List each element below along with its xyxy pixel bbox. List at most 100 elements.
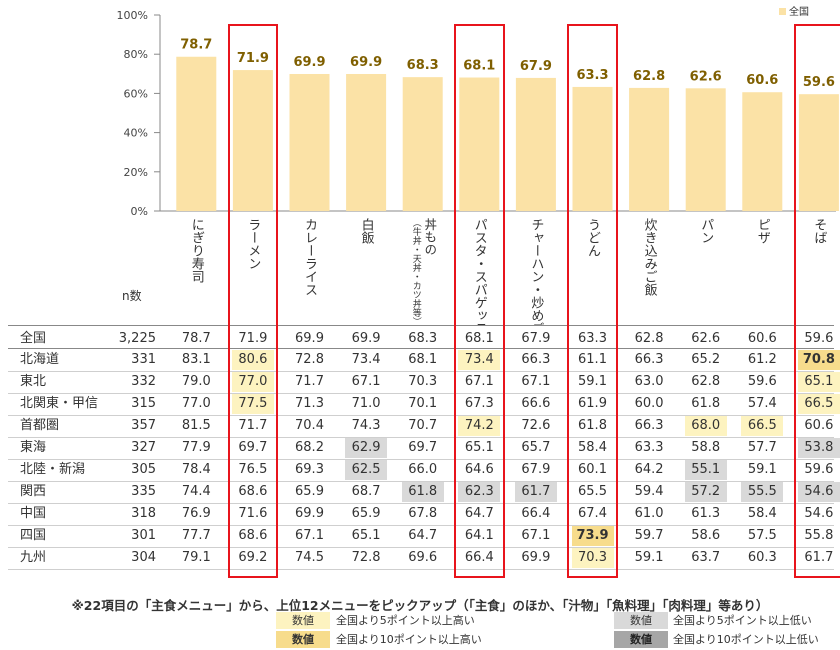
table-cell: 55.8 [804, 528, 834, 543]
table-cell: 58.8 [691, 440, 721, 455]
category-label: うどん [585, 218, 600, 257]
table-cell: 77.5 [231, 394, 274, 414]
row-n: 327 [131, 440, 156, 455]
legend-text-lo5: 全国より5ポイント以上低い [673, 614, 812, 627]
data-label: 62.8 [633, 69, 665, 84]
table-cell: 74.4 [181, 484, 211, 499]
table-cell: 60.6 [804, 418, 834, 433]
category-label: ラーメン [245, 218, 260, 270]
bar [459, 77, 500, 211]
row-divider [8, 547, 834, 548]
table-cell: 70.8 [797, 350, 840, 370]
row-label: 四国 [20, 528, 47, 543]
table-cell: 69.9 [351, 331, 381, 346]
row-n: 304 [131, 550, 156, 565]
table-top-rule [8, 325, 834, 326]
row-label: 東海 [20, 440, 47, 455]
table-cell: 68.1 [464, 331, 494, 346]
table-cell: 62.8 [634, 331, 664, 346]
table-cell: 59.6 [747, 374, 777, 389]
table-cell: 71.7 [238, 418, 268, 433]
table-cell: 73.4 [351, 352, 381, 367]
table-cell: 71.3 [295, 396, 324, 411]
row-label: 東北 [20, 374, 47, 389]
table-cell: 68.3 [408, 331, 438, 346]
table-cell: 62.3 [458, 482, 501, 502]
bar [798, 94, 839, 211]
row-n: 331 [131, 352, 156, 367]
table-cell: 70.3 [408, 374, 438, 389]
table-cell: 81.5 [181, 418, 211, 433]
table-cell: 61.8 [691, 396, 721, 411]
bar [515, 77, 556, 211]
table-cell: 58.4 [747, 506, 777, 521]
table-cell: 67.1 [521, 374, 551, 389]
table-cell: 62.6 [691, 331, 721, 346]
table-cell: 66.3 [634, 418, 664, 433]
table-row: 四国 301 77.7 68.6 67.1 65.1 64.7 64.1 67.1 73.9 59.… [0, 525, 840, 547]
bar [176, 56, 217, 211]
row-label: 首都圏 [20, 418, 60, 433]
legend-text-hi10: 全国より10ポイント以上高い [336, 633, 482, 646]
table-cell: 57.7 [747, 440, 777, 455]
table-cell: 77.7 [181, 528, 211, 543]
row-divider [8, 525, 834, 526]
row-label: 九州 [20, 550, 47, 565]
table-cell: 69.9 [521, 550, 551, 565]
table-cell: 59.1 [747, 462, 777, 477]
row-label: 北陸・新潟 [20, 462, 86, 477]
table-cell: 61.8 [401, 482, 444, 502]
table-cell: 64.1 [464, 528, 494, 543]
bar [289, 73, 330, 211]
table-cell: 60.0 [634, 396, 664, 411]
legend-text-hi5: 全国より5ポイント以上高い [336, 614, 475, 627]
category-label: そば [811, 218, 826, 244]
table-cell: 69.3 [295, 462, 324, 477]
table-cell: 69.7 [238, 440, 268, 455]
legend-swatch-hi5: 数値 [276, 612, 330, 629]
category-sublabel: （牛丼・天丼・カツ丼等） [411, 218, 422, 325]
table-cell: 67.9 [521, 331, 551, 346]
table-cell: 61.8 [578, 418, 607, 433]
table-cell: 65.2 [691, 352, 721, 367]
bar [685, 88, 726, 211]
table-cell: 67.9 [521, 462, 551, 477]
table-cell: 77.9 [181, 440, 211, 455]
table-cell: 64.7 [408, 528, 438, 543]
y-tick-label: 100% [117, 9, 148, 22]
table-cell: 72.6 [521, 418, 551, 433]
table-cell: 74.2 [458, 416, 501, 436]
table-cell: 63.3 [634, 440, 664, 455]
table-cell: 57.2 [684, 482, 727, 502]
table-cell: 67.1 [295, 528, 324, 543]
table-cell: 68.6 [238, 528, 268, 543]
row-divider [8, 481, 834, 482]
data-label: 62.6 [690, 69, 722, 84]
table-cell: 60.1 [578, 462, 607, 477]
row-label: 北海道 [20, 352, 60, 367]
table-header-rule [8, 348, 834, 349]
table-cell: 77.0 [231, 372, 274, 392]
table-cell: 54.6 [804, 506, 834, 521]
table-cell: 79.0 [181, 374, 211, 389]
table-cell: 70.1 [408, 396, 438, 411]
table-row: 北陸・新潟 305 78.4 76.5 69.3 62.5 66.0 64.6 67.9 60.1… [0, 459, 840, 481]
table-cell: 65.7 [521, 440, 551, 455]
row-n: 332 [131, 374, 156, 389]
legend-text-lo10: 全国より10ポイント以上低い [673, 633, 819, 646]
table-cell: 68.7 [351, 484, 381, 499]
table-cell: 54.6 [797, 482, 840, 502]
bar-chart: 0% 20% 40% 60% 80% 100% 78.7 71.9 69.9 69.9 68.3 68… [117, 5, 839, 325]
table-row: 北関東・甲信 315 77.0 77.5 71.3 71.0 70.1 67.3 66.6 61.… [0, 393, 840, 415]
footnote: ※22項目の「主食メニュー」から、上位12メニューをピックアップ（「主食」のほか… [71, 598, 769, 613]
y-tick-label: 40% [124, 127, 148, 140]
table-cell: 76.5 [238, 462, 268, 477]
y-tick-label: 20% [124, 166, 148, 179]
table-cell: 67.1 [351, 374, 381, 389]
row-divider [8, 393, 834, 394]
table-cell: 55.5 [741, 482, 784, 502]
row-divider [8, 459, 834, 460]
table-cell: 67.3 [464, 396, 494, 411]
data-label: 68.1 [463, 59, 495, 74]
data-label: 71.9 [237, 51, 269, 66]
